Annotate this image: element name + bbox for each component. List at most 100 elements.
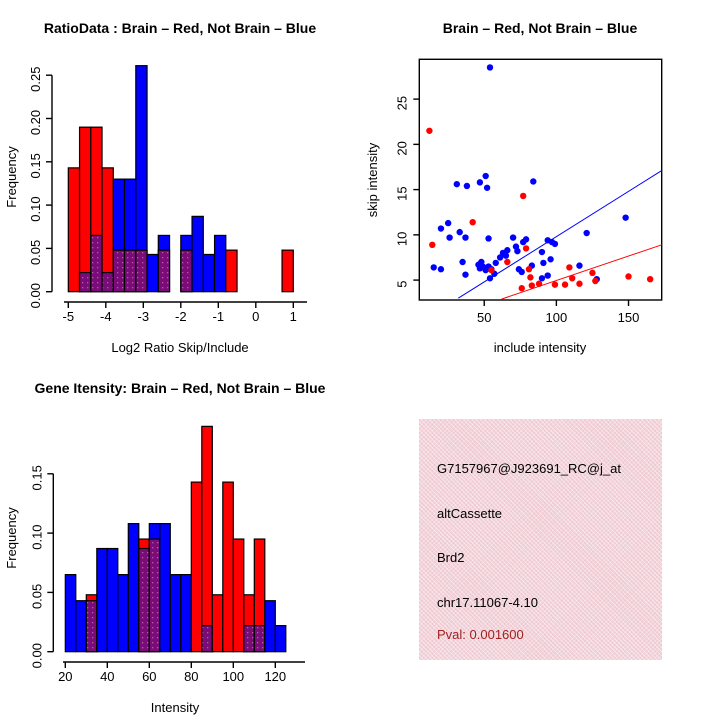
scatter-plot: Brain – Red, Not Brain – Blue include in…: [365, 20, 663, 355]
scatter-point: [518, 285, 525, 292]
scatter-point: [453, 180, 461, 188]
tick-label: 25: [394, 96, 409, 110]
scatter-point: [538, 275, 546, 282]
scatter-point: [437, 266, 445, 273]
locus-text: chr17.11067-4.10: [437, 595, 538, 610]
scatter-point: [482, 172, 489, 180]
gene-name-text: Brd2: [437, 550, 465, 565]
scatter-point: [519, 192, 527, 200]
hist-bar-overlap: [157, 249, 171, 293]
scatter-point: [528, 282, 536, 289]
scatter-point: [522, 236, 530, 243]
tick-label: 1: [290, 309, 297, 324]
scatter-point: [463, 182, 471, 190]
tick-label: -5: [63, 309, 75, 324]
tick-label: 20: [58, 669, 72, 684]
scatter-point: [502, 252, 510, 259]
scatter-xlabel: include intensity: [494, 340, 587, 355]
scatter-point: [429, 241, 436, 249]
tick-label: 0.05: [28, 240, 43, 265]
hist-bar: [211, 594, 224, 653]
info-box: G7157967@J923691_RC@j_at altCassette Brd…: [419, 419, 662, 660]
hist-bar: [64, 574, 77, 653]
hist-bar: [274, 625, 287, 653]
scatter-point: [485, 235, 492, 242]
tick-label: 60: [142, 669, 156, 684]
scatter-point: [459, 258, 466, 266]
tick-label: 15: [394, 186, 409, 200]
ratio-hist-title: RatioData : Brain – Red, Not Brain – Blu…: [44, 20, 316, 36]
scatter-point: [535, 280, 543, 287]
gene-hist-ylabel: Frequency: [4, 507, 19, 569]
scatter-point: [576, 262, 583, 269]
scatter-point: [509, 234, 517, 241]
hist-bar: [190, 481, 203, 653]
scatter-point: [538, 248, 546, 256]
tick-label: 0.10: [29, 524, 44, 549]
hist-bar: [117, 574, 129, 653]
hist-bar-overlap: [101, 272, 114, 293]
hist-bar: [67, 167, 81, 293]
hist-bar: [201, 425, 213, 653]
scatter-point: [430, 264, 437, 271]
hist-bar-overlap: [201, 625, 213, 653]
ratio-histogram-plot: RatioData : Brain – Red, Not Brain – Blu…: [4, 20, 316, 355]
tick-label: -2: [175, 309, 187, 324]
tick-label: 0.10: [28, 196, 43, 221]
tick-label: 80: [184, 669, 198, 684]
scatter-point: [566, 264, 573, 271]
hist-bar-overlap: [148, 538, 161, 653]
scatter-point: [551, 240, 559, 248]
scatter-title: Brain – Red, Not Brain – Blue: [443, 20, 638, 36]
tick-label: -3: [138, 309, 150, 324]
pval-text: Pval: 0.001600: [437, 627, 524, 642]
scatter-point: [527, 274, 534, 281]
tick-label: 150: [618, 310, 640, 325]
scatter-point: [469, 218, 476, 226]
scatter-point: [589, 269, 596, 277]
tick-label: 20: [394, 141, 409, 155]
tick-label: 0.15: [28, 153, 43, 178]
tick-label: 5: [394, 280, 409, 287]
scatter-point: [525, 266, 533, 273]
scatter-point: [476, 179, 484, 186]
scatter-point: [437, 225, 445, 232]
info-panel: G7157967@J923691_RC@j_at altCassette Brd…: [360, 360, 720, 720]
tick-label: 100: [222, 669, 244, 684]
plot-box: [418, 58, 663, 301]
scatter-point: [462, 271, 469, 278]
ratio-hist-ylabel: Frequency: [4, 146, 19, 208]
hist-bar-overlap: [243, 625, 255, 653]
scatter-point: [569, 275, 576, 282]
scatter-point: [522, 245, 530, 252]
gene-hist-xlabel: Intensity: [151, 700, 200, 715]
scatter-point: [530, 178, 537, 185]
scatter-point: [483, 184, 491, 191]
ratio-histogram-panel: RatioData : Brain – Red, Not Brain – Blu…: [0, 0, 360, 360]
gene-histogram-plot: Gene Itensity: Brain – Red, Not Brain – …: [4, 380, 326, 715]
hist-bar-overlap: [180, 249, 193, 293]
hist-bar: [213, 234, 227, 293]
hist-bar: [222, 481, 234, 653]
tick-label: -1: [213, 309, 225, 324]
tick-label: 120: [264, 669, 286, 684]
tick-label: 0.00: [29, 643, 44, 668]
scatter-point: [486, 64, 494, 71]
hist-bar: [106, 547, 119, 653]
scatter-point: [462, 234, 469, 241]
scatter-point: [504, 258, 511, 266]
scatter-point: [646, 275, 654, 283]
scatter-point: [486, 275, 494, 282]
scatter-point: [622, 214, 629, 221]
scatter-point: [592, 277, 599, 285]
ratio-hist-xlabel: Log2 Ratio Skip/Include: [111, 340, 248, 355]
tick-label: 0: [252, 309, 259, 324]
scatter-point: [426, 127, 433, 134]
gene-hist-title: Gene Itensity: Brain – Red, Not Brain – …: [35, 380, 326, 396]
scatter-ylabel: skip intensity: [365, 142, 380, 217]
tick-label: -4: [100, 309, 112, 324]
tick-label: 0.25: [28, 67, 43, 92]
hist-bar: [96, 547, 108, 653]
scatter-point: [504, 247, 511, 254]
